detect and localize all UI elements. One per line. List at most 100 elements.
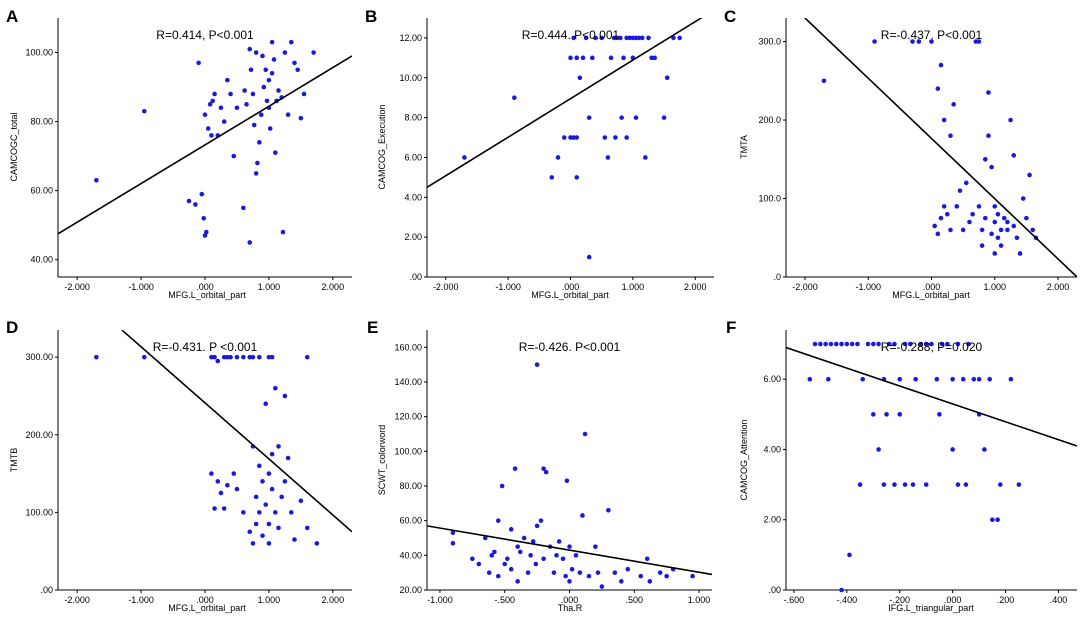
panel-f-point — [955, 341, 961, 347]
panel-d-point — [218, 490, 224, 496]
panel-c-point — [1027, 172, 1032, 178]
panel-c-point — [995, 211, 1001, 217]
panel-f-letter: F — [726, 318, 736, 337]
panel-e-point — [664, 573, 669, 579]
panel-e-point — [538, 518, 544, 523]
panel-d-point — [282, 393, 288, 399]
panel-a-point — [269, 39, 275, 45]
panel-c-point — [938, 215, 944, 221]
panel-b-point — [624, 135, 629, 140]
panel-a-fit-line — [58, 55, 352, 235]
panel-a-point — [209, 133, 214, 138]
panel-f-point — [839, 341, 844, 347]
panel-b-x-tick-label: 1.000 — [622, 282, 645, 292]
panel-a-point — [269, 70, 275, 76]
panel-f-point — [902, 482, 908, 487]
panel-e-point — [573, 553, 579, 558]
panel-c-point — [970, 211, 975, 217]
panel-b-point — [613, 135, 618, 140]
panel-c-y-tick-label: 200.0 — [758, 115, 781, 125]
panel-c-x-tick-label: 1.000 — [983, 282, 1006, 292]
panel-e-point — [508, 566, 514, 572]
panel-f-point — [897, 376, 903, 382]
panel-d-y-tick-label: 200.00 — [25, 430, 53, 440]
panel-d-point — [247, 354, 253, 360]
panel-d-x-tick-label: -1.000 — [128, 595, 154, 605]
panel-b: -2.000 -1.000 .000 1.000 2.000 .00 2.00 4.00 6.0… — [365, 7, 714, 300]
panel-a-point — [261, 84, 267, 90]
panel-b-point — [677, 35, 682, 41]
panel-c-point — [976, 204, 982, 209]
panel-f-point — [860, 376, 866, 382]
panel-e-point — [515, 579, 520, 584]
panel-b-y-tick-label: 12.00 — [399, 33, 422, 43]
panel-f-y-tick-label: 4.00 — [763, 444, 781, 454]
panel-b-x-tick-label: -1.000 — [495, 282, 521, 292]
panel-b-y-tick-label: 10.00 — [399, 73, 422, 83]
panel-c: -2.000 -1.000 .000 1.000 2.000 .0 100.0 200.0 30… — [724, 7, 1077, 300]
panel-f-point — [923, 482, 929, 487]
panel-f-point — [1008, 376, 1014, 382]
panel-c-point — [941, 204, 947, 209]
panel-a-point — [301, 91, 307, 97]
panel-f-x-tick-label: -.200 — [889, 595, 910, 605]
panel-c-point — [948, 133, 953, 139]
panel-e-point — [569, 566, 575, 572]
panel-a: -2.000 -1.000 .000 1.000 2.000 40.00 60.00 80.0… — [6, 7, 352, 300]
panel-c-point — [941, 117, 947, 123]
panel-a-point — [202, 112, 208, 117]
panel-a-point — [186, 198, 192, 204]
panel-c-point — [945, 211, 950, 217]
panel-b-letter: B — [365, 7, 377, 26]
panel-d-point — [266, 541, 272, 546]
panel-d-point — [257, 510, 262, 515]
panel-d-point — [241, 354, 246, 360]
panel-a-point — [253, 50, 259, 55]
panel-d-y-tick-label: .00 — [40, 585, 53, 595]
panel-d-point — [263, 502, 269, 507]
panel-f-point — [908, 341, 913, 347]
panel-a-point — [251, 122, 257, 128]
panel-f-point — [849, 341, 855, 347]
panel-d-point — [215, 479, 221, 484]
panel-a-point — [263, 67, 269, 73]
panel-e-point — [647, 579, 653, 584]
panel-f-point — [839, 587, 844, 593]
panel-b-point — [555, 155, 561, 160]
panel-e-y-tick-label: 140.00 — [394, 377, 422, 387]
panel-c-x-tick-label: -1.000 — [855, 282, 881, 292]
panel-f-point — [876, 447, 881, 452]
panel-f-y-tick-label: .00 — [768, 585, 781, 595]
panel-e-point — [505, 556, 510, 562]
panel-c-point — [982, 156, 988, 162]
panel-a-point — [247, 240, 253, 245]
panel-b-point — [574, 135, 580, 140]
panel-d-point — [209, 354, 214, 360]
panel-d-point — [263, 401, 269, 407]
panel-e-point — [593, 544, 598, 549]
panel-f-point — [971, 376, 977, 382]
panel-e-point — [638, 573, 644, 579]
panel-b-point — [577, 75, 583, 81]
panel-c-point — [992, 204, 998, 209]
panel-f-point — [987, 376, 992, 382]
panel-a-point — [253, 171, 259, 176]
panel-b-y-tick-label: 4.00 — [404, 192, 422, 202]
panel-a-y-tick-label: 60.00 — [30, 186, 53, 196]
panel-f-point — [884, 412, 889, 417]
panel-f-point — [963, 482, 969, 487]
panel-d-annotation: R=-0.431. P <0.001 — [153, 340, 258, 354]
panel-d-point — [282, 479, 288, 484]
panel-b-point — [590, 55, 595, 61]
panel-d-point — [250, 354, 256, 360]
panel-e-y-tick-label: 60.00 — [399, 516, 422, 526]
panel-f-point — [847, 552, 852, 558]
panel-c-point — [821, 78, 827, 84]
panel-c-point — [979, 227, 985, 233]
panel-f-point — [844, 341, 850, 347]
panel-a-point — [228, 91, 233, 97]
panel-c-point — [960, 227, 966, 233]
panel-d-point — [266, 521, 272, 527]
panel-e-letter: E — [367, 318, 378, 337]
panel-e-point — [564, 478, 570, 484]
